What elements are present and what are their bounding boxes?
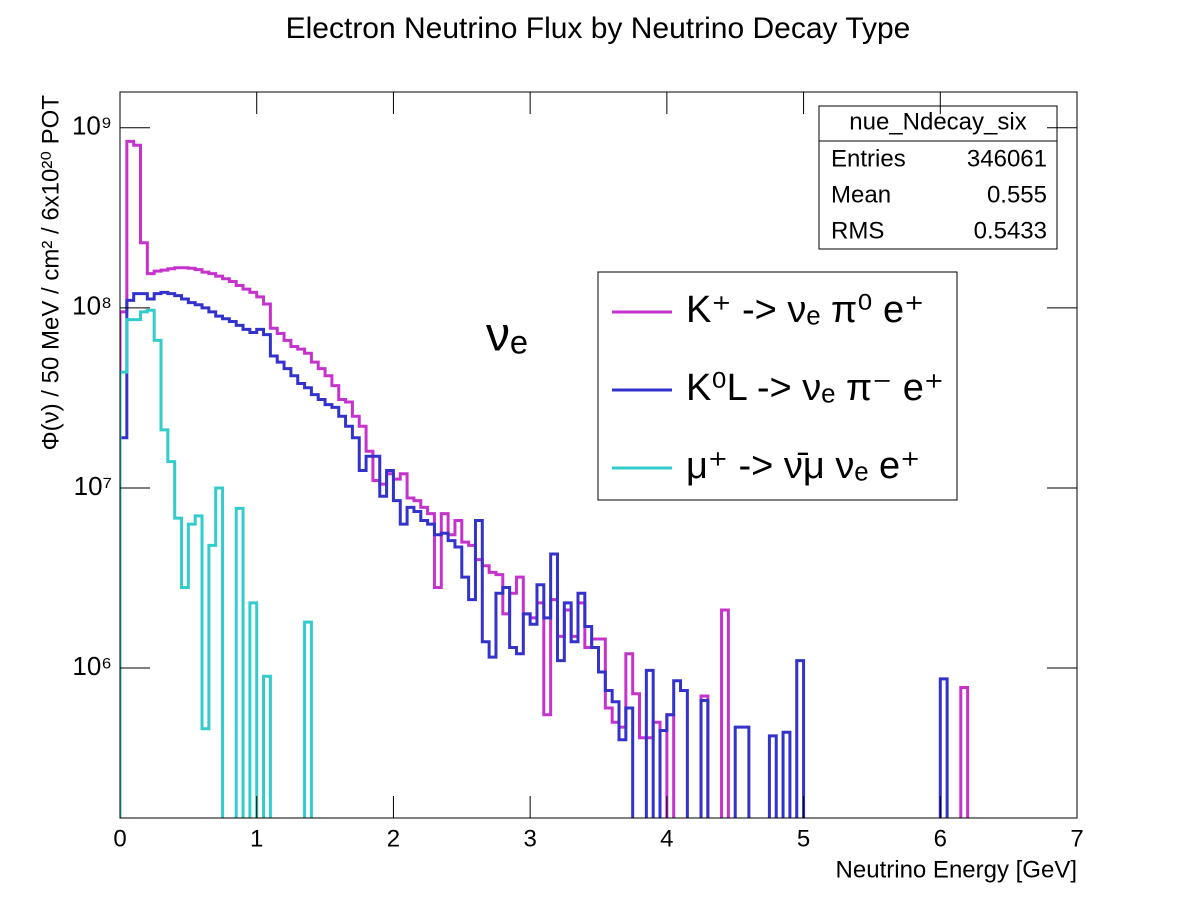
stats-label: Entries: [831, 145, 906, 172]
x-tick-label: 0: [113, 825, 126, 852]
stats-box: nue_Ndecay_six Entries 346061 Mean 0.555 RMS…: [818, 105, 1058, 250]
y-tick-label: 10⁸: [72, 291, 112, 321]
chart-title: Electron Neutrino Flux by Neutrino Decay…: [286, 12, 911, 45]
legend: K⁺ -> νₑ π⁰ e⁺ K⁰L -> νₑ π⁻ e⁺ μ⁺ -> ν̄μ ν…: [597, 271, 958, 501]
plot-area: [120, 139, 970, 818]
x-tick-label: 5: [797, 825, 810, 852]
stats-value: 346061: [967, 145, 1047, 172]
y-tick-label: 10⁹: [72, 111, 112, 141]
y-tick-label: 10⁶: [72, 651, 112, 681]
legend-label: K⁺ -> νₑ π⁰ e⁺: [686, 289, 924, 331]
stats-value: 0.5433: [974, 217, 1047, 244]
stats-label: RMS: [831, 217, 884, 244]
x-tick-label: 2: [387, 825, 400, 852]
histogram: [120, 139, 970, 818]
histogram: [120, 308, 313, 818]
x-tick-label: 1: [250, 825, 263, 852]
x-tick-label: 3: [523, 825, 536, 852]
y-axis-label: Φ(ν) / 50 MeV / cm² / 6x10²⁰ POT: [37, 95, 64, 451]
histogram: [120, 290, 949, 818]
x-tick-label: 4: [660, 825, 673, 852]
y-tick-label: 10⁷: [74, 471, 112, 501]
stats-frame: [818, 105, 1058, 250]
legend-frame: [597, 271, 958, 501]
legend-label: K⁰L -> νₑ π⁻ e⁺: [686, 367, 944, 409]
stats-label: Mean: [831, 181, 891, 208]
annotation: νₑ: [486, 309, 528, 362]
x-tick-label: 6: [934, 825, 947, 852]
x-tick-label: 7: [1070, 825, 1083, 852]
stats-title: nue_Ndecay_six: [849, 108, 1026, 135]
frame: [119, 91, 1078, 819]
legend-label: μ⁺ -> ν̄μ νₑ e⁺: [686, 445, 920, 487]
stats-value: 0.555: [987, 181, 1047, 208]
x-axis-label: Neutrino Energy [GeV]: [836, 856, 1077, 883]
